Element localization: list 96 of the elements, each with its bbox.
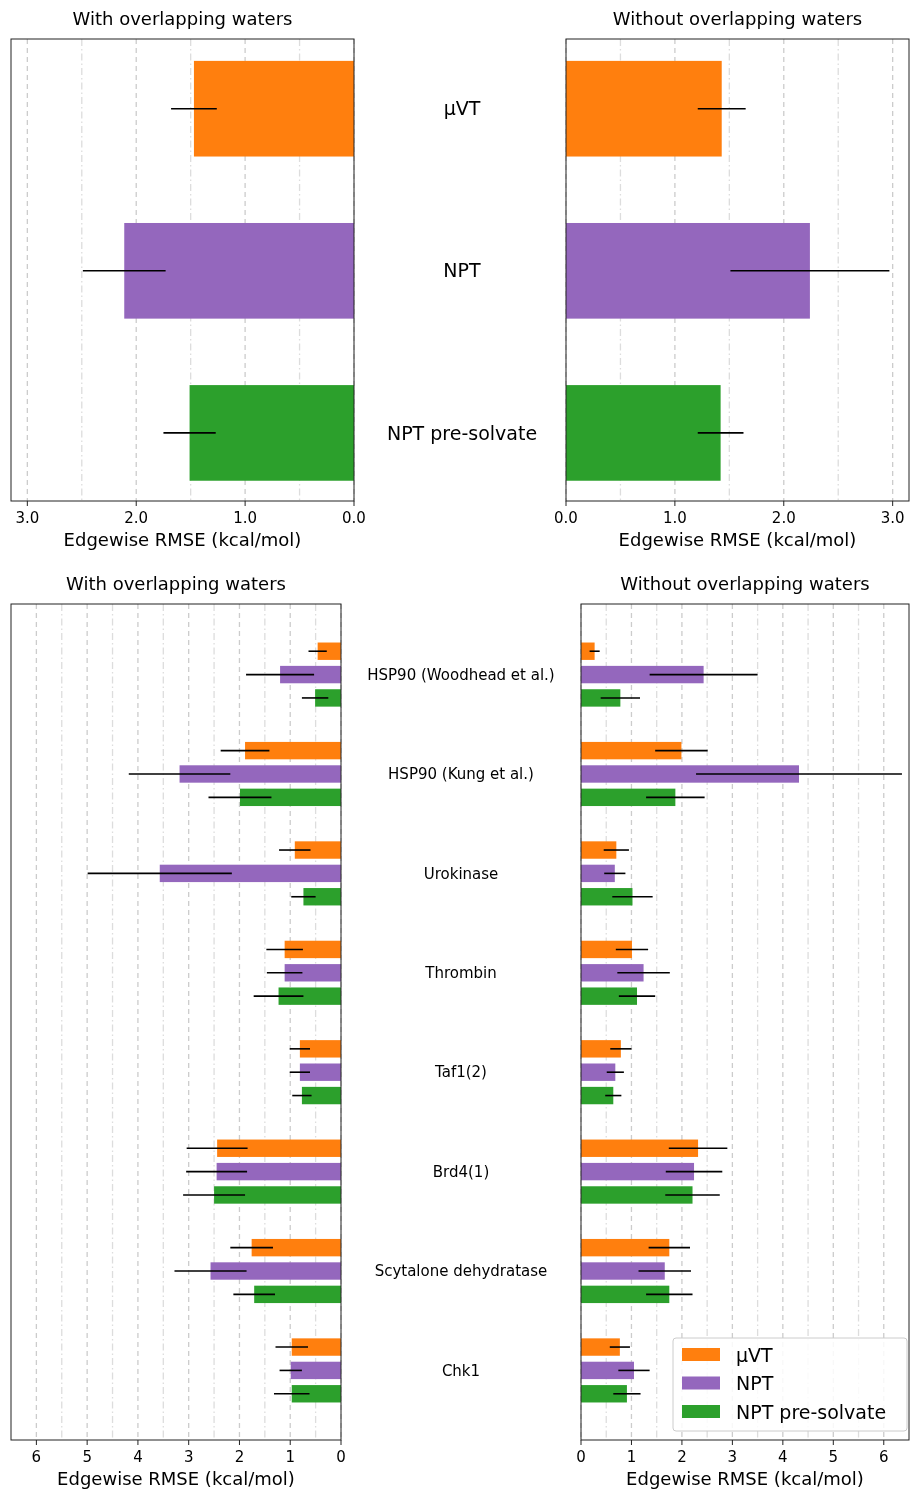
- y-tick-label: Scytalone dehydratase: [374, 1262, 548, 1281]
- bar: [581, 788, 676, 807]
- bar: [280, 665, 341, 684]
- x-tick-label: 3.0: [15, 509, 40, 528]
- bar: [278, 987, 341, 1005]
- bar: [581, 964, 644, 982]
- bar: [581, 841, 617, 859]
- y-tick-label: HSP90 (Woodhead et al.): [367, 665, 555, 684]
- bar: [566, 385, 721, 481]
- x-tick-label: 4: [778, 1448, 788, 1467]
- x-tick-label: 0: [336, 1448, 346, 1467]
- x-tick-label: 3.0: [880, 509, 905, 528]
- x-tick-label: 2.0: [124, 509, 149, 528]
- bar: [217, 1139, 341, 1157]
- bar: [301, 1086, 341, 1105]
- bar: [284, 940, 341, 959]
- bar: [581, 665, 704, 684]
- y-tick-label: Chk1: [441, 1361, 481, 1380]
- x-axis-title: Edgewise RMSE (kcal/mol): [63, 529, 302, 550]
- x-tick-label: 1: [285, 1448, 295, 1467]
- bar: [291, 1338, 341, 1356]
- x-tick-label: 0.0: [554, 509, 578, 528]
- x-tick-label: 2: [677, 1448, 687, 1467]
- bar: [581, 689, 621, 707]
- x-tick-label: 0.0: [342, 509, 366, 528]
- bar: [216, 1162, 341, 1181]
- x-tick-label: 3: [727, 1448, 738, 1467]
- bar: [210, 1262, 341, 1280]
- bar: [581, 1361, 634, 1380]
- x-tick-label: 2.0: [771, 509, 796, 528]
- legend-label: NPT pre-solvate: [736, 1400, 887, 1423]
- x-axis-title: Edgewise RMSE (kcal/mol): [57, 1468, 295, 1489]
- x-tick-label: 5: [828, 1448, 839, 1467]
- bar: [294, 841, 341, 859]
- bar: [581, 864, 615, 883]
- x-tick-label: 4: [133, 1448, 143, 1467]
- y-tick-label: NPT pre-solvate: [386, 421, 538, 444]
- y-tick-label: NPT: [443, 259, 482, 282]
- bar: [159, 864, 341, 883]
- legend-label: μVT: [736, 1343, 774, 1366]
- bar: [581, 1086, 614, 1105]
- chart-title: With overlapping waters: [72, 8, 293, 29]
- bar: [581, 1186, 693, 1204]
- bar: [290, 1361, 341, 1380]
- bar: [239, 788, 341, 807]
- bar: [245, 741, 341, 760]
- bar: [251, 1238, 341, 1257]
- bar: [581, 1139, 699, 1157]
- bar: [581, 1238, 670, 1257]
- x-tick-label: 2: [234, 1448, 245, 1467]
- bar: [581, 987, 638, 1005]
- bar: [581, 741, 682, 760]
- chart-title: Without overlapping waters: [612, 8, 863, 29]
- x-tick-label: 1.0: [233, 509, 258, 528]
- y-tick-label: μVT: [443, 97, 481, 120]
- chart-title: Without overlapping waters: [620, 573, 870, 594]
- bar: [315, 689, 341, 707]
- bar: [581, 765, 799, 783]
- legend-label: NPT: [736, 1372, 774, 1395]
- bar: [214, 1186, 341, 1204]
- bar: [124, 222, 354, 319]
- bar: [303, 888, 341, 906]
- chart-title: With overlapping waters: [66, 573, 286, 594]
- x-tick-label: 6: [879, 1448, 889, 1467]
- x-axis-title: Edgewise RMSE (kcal/mol): [626, 1468, 864, 1489]
- y-tick-label: Taf1(2): [434, 1063, 487, 1082]
- bar: [566, 60, 722, 157]
- bar: [581, 1063, 616, 1081]
- y-tick-label: Urokinase: [423, 864, 499, 883]
- bar: [189, 385, 354, 481]
- x-tick-label: 6: [31, 1448, 42, 1467]
- bar: [581, 1338, 620, 1356]
- x-tick-label: 3: [183, 1448, 194, 1467]
- y-tick-label: Thrombin: [424, 964, 497, 983]
- bar: [284, 964, 341, 982]
- bar: [581, 1040, 621, 1058]
- bar: [581, 1262, 665, 1280]
- x-tick-label: 1: [626, 1448, 637, 1467]
- bar: [291, 1385, 341, 1403]
- x-tick-label: 0: [576, 1448, 586, 1467]
- bar: [179, 765, 341, 783]
- bar: [581, 1385, 627, 1403]
- bar: [299, 1040, 341, 1058]
- x-axis-title: Edgewise RMSE (kcal/mol): [618, 529, 857, 550]
- x-tick-label: 5: [82, 1448, 92, 1467]
- bar: [299, 1063, 341, 1081]
- bar: [581, 940, 632, 959]
- bar: [581, 1162, 695, 1181]
- x-tick-label: 1.0: [662, 509, 687, 528]
- bar: [193, 60, 354, 157]
- bar: [254, 1285, 341, 1304]
- y-tick-label: HSP90 (Kung et al.): [388, 765, 534, 784]
- bar: [566, 222, 810, 319]
- bar: [581, 888, 633, 906]
- y-tick-label: Brd4(1): [432, 1162, 490, 1181]
- bar: [581, 1285, 670, 1304]
